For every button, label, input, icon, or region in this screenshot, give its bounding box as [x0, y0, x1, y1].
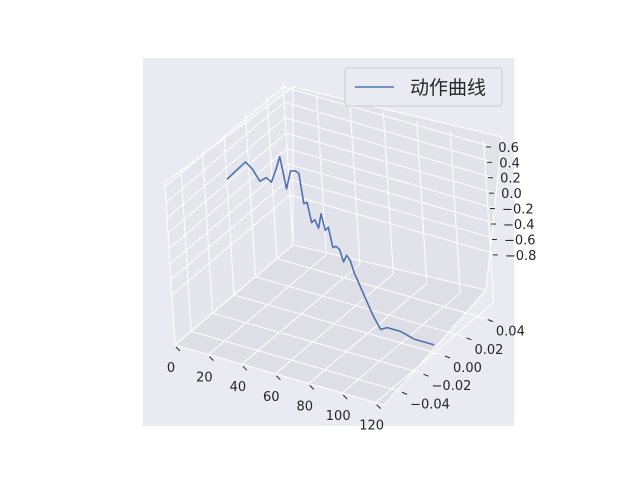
- y-tick-label: −0.02: [432, 379, 472, 394]
- x-tick-mark: [342, 394, 348, 400]
- y-tick-mark: [487, 319, 494, 323]
- legend-label: 动作曲线: [410, 77, 486, 99]
- z-axis-ticks: 0.60.40.20.0−0.2−0.4−0.6−0.8: [486, 141, 536, 264]
- legend-box: [344, 67, 503, 107]
- y-tick-mark: [401, 391, 408, 395]
- grid-line-z-back: [283, 86, 493, 148]
- x-tick-mark: [209, 356, 214, 361]
- x-tick-mark: [242, 365, 248, 371]
- x-tick-label: 80: [296, 399, 313, 414]
- x-tick-label: 0: [167, 361, 175, 376]
- grid-line-z-side: [167, 132, 287, 234]
- grid-line-z-back: [286, 148, 497, 210]
- legend: 动作曲线: [344, 67, 503, 107]
- y-axis-ticks: 0.04 0.02 0.00 −0.02 −0.04: [401, 319, 525, 412]
- y-tick-label: −0.04: [410, 397, 450, 412]
- grid-line-z-back: [288, 178, 499, 240]
- series-line-action-curve: [226, 155, 435, 346]
- x-tick-label: 40: [230, 380, 247, 395]
- grid-line-z-back: [284, 101, 494, 163]
- x-tick-label: 100: [326, 409, 351, 424]
- x-tick-mark: [376, 404, 381, 409]
- z-tick-label: −0.4: [503, 218, 535, 233]
- x-tick-mark: [309, 385, 315, 390]
- grid-line-z-side: [170, 179, 290, 280]
- z-tick-label: −0.2: [502, 203, 534, 218]
- grid-line-z-back: [287, 163, 498, 225]
- grid-line-z-side: [168, 148, 288, 249]
- x-axis-ticks: 0 20 40 60 80 100 120: [167, 346, 384, 434]
- z-tick-label: 0.0: [501, 187, 522, 202]
- y-tick-label: 0.02: [474, 343, 503, 358]
- y-tick-label: 0.04: [496, 325, 525, 340]
- grid-line-y-floor: [212, 312, 422, 374]
- x-tick-label: 20: [196, 371, 213, 386]
- grid-line-z-side: [164, 86, 284, 188]
- x-tick-label: 60: [263, 390, 280, 405]
- x-tick-mark: [175, 346, 181, 352]
- z-tick-label: 0.4: [499, 156, 520, 171]
- x-tick-mark: [275, 375, 281, 381]
- grid-line-y-floor: [233, 294, 444, 356]
- z-tick-label: −0.8: [505, 249, 537, 264]
- grid-line-y-floor: [190, 330, 401, 392]
- grid-line-z-back: [289, 194, 500, 256]
- grid-line-z-side: [165, 101, 285, 203]
- x-tick-label: 120: [359, 419, 384, 434]
- grid-line-y-floor: [276, 258, 487, 320]
- grid-line-z-side: [171, 194, 291, 296]
- z-tick-label: 0.6: [498, 141, 519, 156]
- grid-line-z-back: [285, 117, 495, 179]
- grid-line-z-back: [285, 132, 496, 194]
- grid-line-z-side: [166, 117, 286, 219]
- grid-line-y-floor: [255, 276, 465, 338]
- y-tick-mark: [423, 373, 429, 377]
- y-tick-mark: [466, 337, 472, 341]
- y-tick-label: 0.00: [453, 361, 482, 376]
- grid-line-z-side: [169, 163, 289, 265]
- z-tick-label: 0.2: [500, 172, 521, 187]
- y-tick-mark: [444, 355, 451, 359]
- grid-lines: [164, 82, 500, 403]
- z-tick-label: −0.6: [504, 233, 536, 248]
